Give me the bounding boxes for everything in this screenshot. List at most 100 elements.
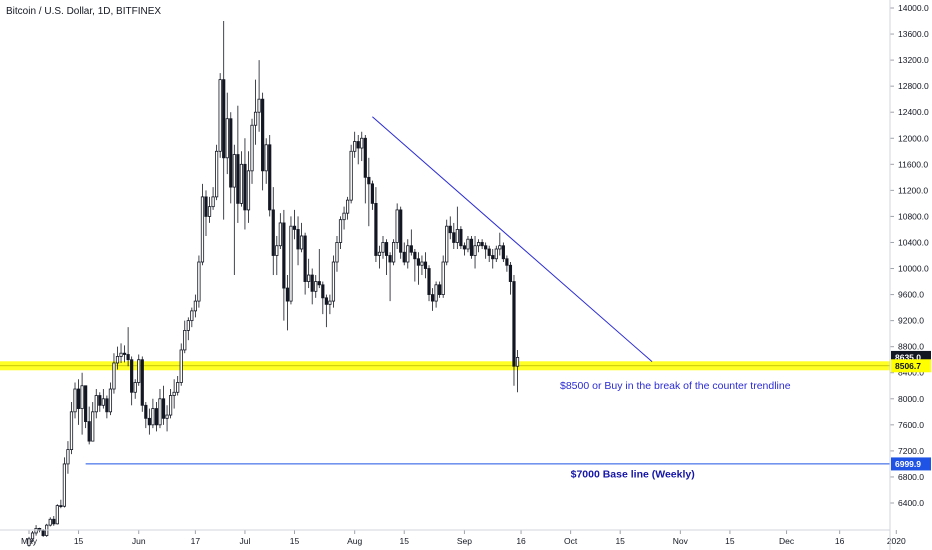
candle-body [487,248,491,256]
candle-body [41,529,45,536]
candle-body [441,261,445,295]
candle-body [73,388,77,413]
candle-body [48,518,52,526]
candle-body [427,268,431,295]
candle-body [282,222,286,289]
price-tick-label: 8800.0 [898,342,924,352]
candle-body [52,518,56,525]
candle-body [303,235,307,282]
candle-body [515,357,520,367]
candle-body [140,359,144,406]
candle-body [420,261,424,266]
price-tick-label: 13600.0 [898,29,929,39]
candle-body [243,163,247,211]
candle-body [154,408,159,426]
candle-body [183,330,187,351]
price-tick-label: 14000.0 [898,3,929,13]
price-tag-box [891,457,931,471]
candle-body [512,281,516,367]
trendline[interactable] [372,116,653,363]
time-tick-label: Aug [347,536,362,546]
candlesticks [27,21,520,547]
candle-body [144,404,148,419]
candle-body [253,111,258,126]
candle-body [314,281,318,292]
candle-body [261,98,265,172]
candle-body [455,229,459,243]
candle-body [246,170,251,211]
time-tick-label: Dec [779,536,795,546]
candle-body [91,411,95,442]
candle-body [87,421,91,442]
candle-body [381,242,385,253]
candle-body [197,261,201,302]
time-tick-label: Oct [564,536,578,546]
candle-body [69,411,74,450]
candle-body [434,284,438,302]
price-tick-label: 12000.0 [898,133,929,143]
candle-body [119,352,123,357]
candle-body [179,349,183,383]
candle-body [232,154,236,188]
candle-body [452,232,456,243]
candle-body [445,225,449,263]
time-tick-label: 17 [191,536,201,546]
candle-body [292,225,297,230]
candle-body [105,398,109,413]
time-tick-label: 15 [725,536,735,546]
candle-body [494,248,498,260]
candle-body [473,245,477,256]
price-tick-label: 9600.0 [898,290,924,300]
candle-body [331,261,336,302]
candle-body [268,144,272,211]
candle-body [158,398,162,426]
candle-body [370,183,374,204]
candle-body [395,209,399,243]
price-tag-label: 8506.7 [895,361,921,371]
candle-body [168,395,173,416]
candle-body [55,505,59,525]
price-tick-label: 9200.0 [898,316,924,326]
candle-body [377,251,382,256]
candle-body [193,300,197,312]
candle-body [317,281,321,286]
candle-body [108,388,113,413]
candle-body [190,310,194,322]
price-tick-label: 10000.0 [898,264,929,274]
candle-body [27,538,31,546]
price-tag-box [891,359,931,373]
price-tick-label: 12400.0 [898,107,929,117]
time-tick-label: 2020 [887,536,906,546]
candle-body [147,417,151,426]
candle-body [324,297,328,305]
candle-body [84,385,88,422]
candle-body [345,199,350,214]
candle-body [399,209,403,253]
candle-body [94,395,98,413]
candle-body [480,242,484,247]
candle-body [338,219,343,243]
candle-body [222,79,226,159]
time-tick-label: 16 [835,536,845,546]
candle-body [133,382,137,393]
candle-body [101,398,105,406]
candle-body [211,196,215,208]
candle-body [416,258,421,266]
price-tick-label: 10800.0 [898,211,929,221]
price-tick-label: 11600.0 [898,159,928,169]
candle-body [392,242,396,263]
time-tick-label: 15 [74,536,84,546]
price-tick-label: 8000.0 [898,394,924,404]
annotations: $8500 or Buy in the break of the counter… [560,380,791,481]
descending-trendline[interactable] [372,116,653,363]
candle-body [264,144,268,172]
candle-body [402,251,406,263]
candle-body [115,356,120,364]
candle-body [151,408,155,426]
price-tick-label: 11200.0 [898,185,928,195]
candle-body [310,274,314,292]
candle-body [307,274,311,282]
candle-body [367,176,371,185]
